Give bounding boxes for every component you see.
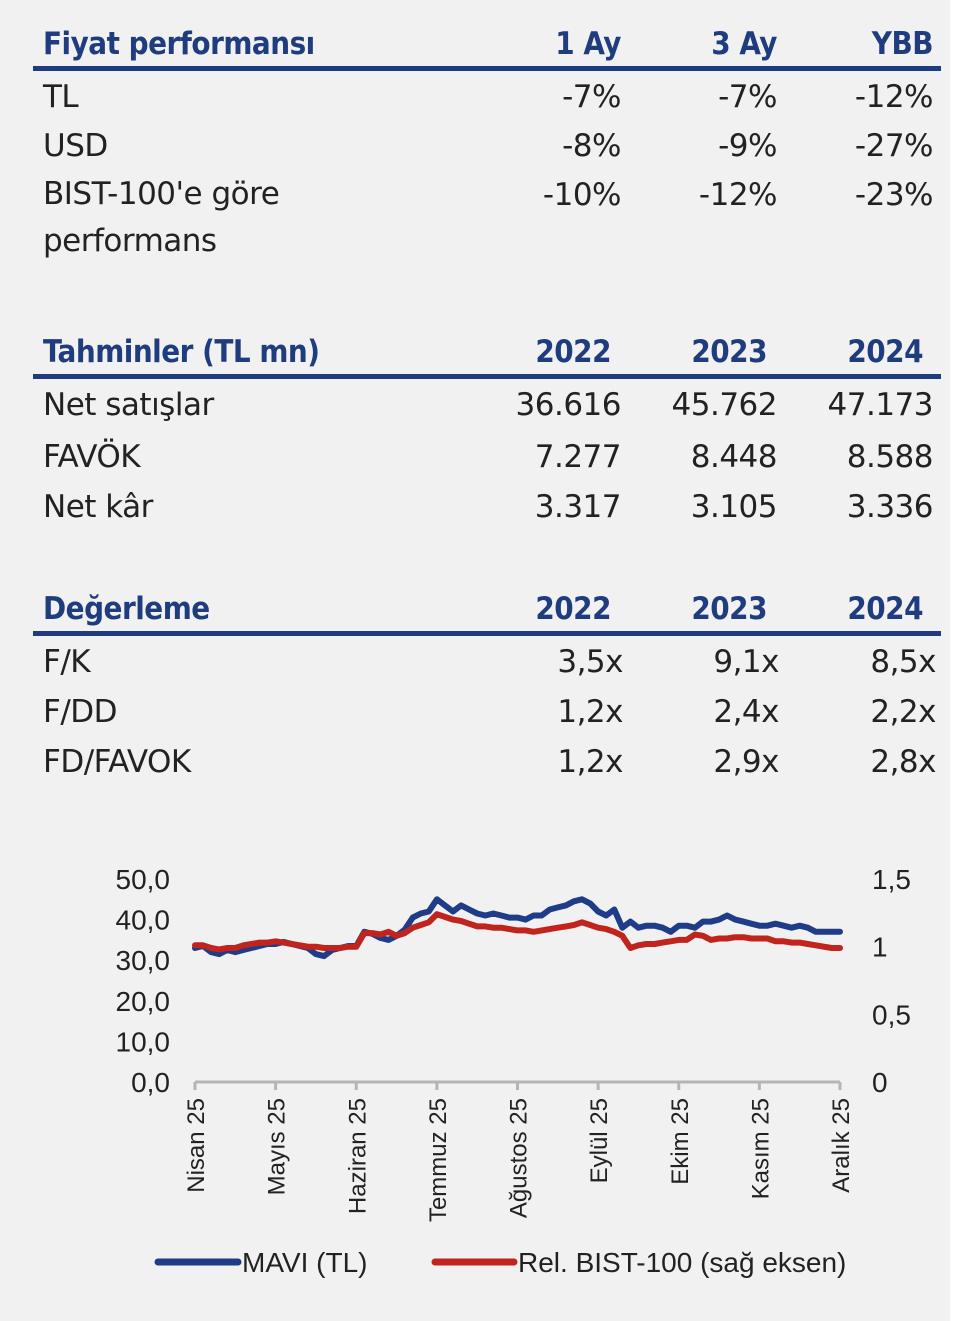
price-chart: 0,0 10,0 20,0 30,0 40,0 50,0 0 0,5 1 1,5 Nisan 2… xyxy=(116,864,911,1278)
y-right-tick-label: 0,5 xyxy=(872,999,911,1030)
table-row: FAVÖK 7.277 8.448 8.588 xyxy=(33,431,941,481)
cell: 3.336 xyxy=(846,489,934,525)
cell: 3.317 xyxy=(534,489,622,525)
y-right-tick-label: 1 xyxy=(872,932,888,963)
y-left-tick-label: 50,0 xyxy=(116,864,171,895)
col-header-2024: 2024 xyxy=(847,334,923,370)
col-header-2024: 2024 xyxy=(847,591,923,627)
valuation-header: Değerleme 2022 2023 2024 xyxy=(33,587,941,636)
cell: 8,5x xyxy=(870,644,936,680)
x-tick-label: Kasım 25 xyxy=(747,1098,774,1199)
y-right-tick-label: 0 xyxy=(872,1067,888,1098)
valuation-title: Değerleme xyxy=(43,591,210,627)
cell: 3.105 xyxy=(690,489,778,525)
cell: 1,2x xyxy=(557,744,623,780)
cell: 8.448 xyxy=(690,439,778,475)
legend-label: MAVI (TL) xyxy=(242,1247,367,1278)
y-axis-left: 0,0 10,0 20,0 30,0 40,0 50,0 xyxy=(116,864,171,1098)
row-label-line1: BIST-100'e göre xyxy=(43,176,280,212)
series-line-rel-bist100 xyxy=(192,911,843,953)
y-axis-right: 0 0,5 1 1,5 xyxy=(872,864,911,1098)
row-label: FAVÖK xyxy=(43,439,141,475)
x-axis: Nisan 25 Mayıs 25 Haziran 25 Temmuz 25 Ağust… xyxy=(183,1080,855,1222)
estimates-header: Tahminler (TL mn) 2022 2023 2024 xyxy=(33,330,941,379)
cell: -9% xyxy=(718,128,777,164)
table-row: FD/FAVOK 1,2x 2,9x 2,8x xyxy=(33,736,941,785)
col-header-2023: 2023 xyxy=(691,334,767,370)
cell: -8% xyxy=(562,128,621,164)
table-row: BIST-100'e göre performans -10% -12% -23% xyxy=(33,169,941,265)
cell: 2,4x xyxy=(713,694,779,730)
row-label-line2: performans xyxy=(43,223,217,259)
x-tick-label: Nisan 25 xyxy=(183,1098,210,1193)
cell: 7.277 xyxy=(534,439,622,475)
col-header-2022: 2022 xyxy=(535,334,611,370)
cell: 47.173 xyxy=(827,387,934,423)
table-row: Net satışlar 36.616 45.762 47.173 xyxy=(33,379,941,431)
row-label: TL xyxy=(43,79,79,115)
series-lines xyxy=(192,896,843,960)
x-tick-label: Eylül 25 xyxy=(586,1098,613,1183)
y-left-tick-label: 40,0 xyxy=(116,905,171,936)
col-header-ytd: YBB xyxy=(871,26,934,62)
cell: -10% xyxy=(542,177,622,213)
x-tick-label: Mayıs 25 xyxy=(264,1098,291,1195)
price-performance-table: Fiyat performansı 1 Ay 3 Ay YBB TL -7% -… xyxy=(33,22,941,265)
row-label: Net satışlar xyxy=(43,387,214,423)
cell: -23% xyxy=(854,177,934,213)
table-row: F/DD 1,2x 2,4x 2,2x xyxy=(33,686,941,736)
cell: 45.762 xyxy=(671,387,778,423)
x-tick-label: Aralık 25 xyxy=(828,1098,855,1193)
legend: MAVI (TL) Rel. BIST-100 (sağ eksen) xyxy=(154,1247,846,1278)
estimates-title: Tahminler (TL mn) xyxy=(43,334,320,370)
x-tick-label: Ağustos 25 xyxy=(506,1098,533,1218)
cell: -7% xyxy=(718,79,777,115)
row-label: FD/FAVOK xyxy=(43,744,191,780)
cell: -7% xyxy=(562,79,621,115)
legend-label: Rel. BIST-100 (sağ eksen) xyxy=(518,1247,846,1278)
y-left-tick-label: 30,0 xyxy=(116,945,171,976)
y-left-tick-label: 10,0 xyxy=(116,1026,171,1057)
price-performance-header: Fiyat performansı 1 Ay 3 Ay YBB xyxy=(33,22,941,71)
y-right-tick-label: 1,5 xyxy=(872,864,911,895)
row-label: F/K xyxy=(43,644,91,680)
price-performance-title: Fiyat performansı xyxy=(43,26,315,62)
table-row: F/K 3,5x 9,1x 8,5x xyxy=(33,636,941,686)
row-label: USD xyxy=(43,128,108,164)
cell: 3,5x xyxy=(557,644,623,680)
cell: 9,1x xyxy=(713,644,779,680)
col-header-2023: 2023 xyxy=(691,591,767,627)
valuation-table: Değerleme 2022 2023 2024 F/K 3,5x 9,1x 8… xyxy=(33,587,941,785)
table-row: USD -8% -9% -27% xyxy=(33,120,941,169)
cell: -12% xyxy=(854,79,934,115)
y-left-tick-label: 0,0 xyxy=(131,1067,170,1098)
row-label: Net kâr xyxy=(43,489,153,525)
x-tick-label: Temmuz 25 xyxy=(425,1098,452,1222)
estimates-table: Tahminler (TL mn) 2022 2023 2024 Net sat… xyxy=(33,330,941,530)
col-header-2022: 2022 xyxy=(535,591,611,627)
cell: -12% xyxy=(698,177,778,213)
row-label: F/DD xyxy=(43,694,118,730)
cell: 2,9x xyxy=(713,744,779,780)
cell: 1,2x xyxy=(557,694,623,730)
x-tick-label: Haziran 25 xyxy=(344,1098,371,1214)
cell: -27% xyxy=(854,128,934,164)
col-header-3m: 3 Ay xyxy=(711,26,777,62)
y-left-tick-label: 20,0 xyxy=(116,986,171,1017)
table-row: TL -7% -7% -12% xyxy=(33,71,941,120)
row-label: BIST-100'e göre performans xyxy=(43,171,280,265)
cell: 36.616 xyxy=(515,387,622,423)
cell: 2,2x xyxy=(870,694,936,730)
col-header-1m: 1 Ay xyxy=(555,26,621,62)
table-row: Net kâr 3.317 3.105 3.336 xyxy=(33,481,941,530)
cell: 2,8x xyxy=(870,744,936,780)
x-tick-label: Ekim 25 xyxy=(667,1098,694,1185)
cell: 8.588 xyxy=(846,439,934,475)
